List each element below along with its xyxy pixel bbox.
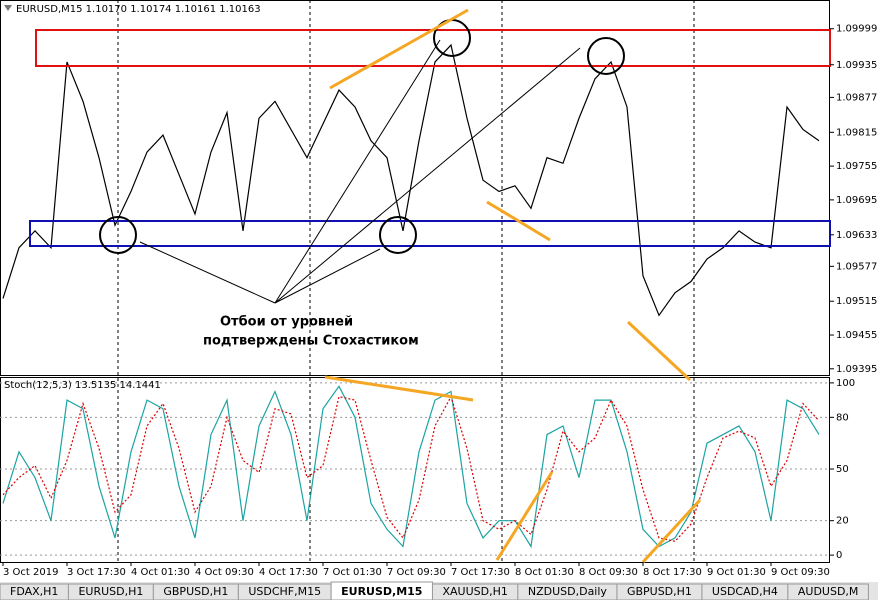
tab[interactable]: GBPUSD,H1 — [616, 583, 703, 600]
tab[interactable]: FDAX,H1 — [0, 583, 69, 600]
series-line — [2, 385, 820, 549]
y-tick-label: 20 — [836, 516, 849, 527]
x-tick-label: 8 Oct 01:30 — [515, 567, 574, 578]
pointer-line[interactable] — [274, 39, 441, 304]
price-panel — [0, 0, 830, 376]
y-tick-label: 50 — [836, 464, 849, 475]
x-tick-label: 4 Oct 09:30 — [195, 567, 254, 578]
annotation: подтверждены Стохастиком — [203, 334, 419, 349]
x-tick-label: 8 Oct 09:30 — [579, 567, 638, 578]
tab-label: USDCAD,H4 — [712, 585, 778, 598]
trend-line[interactable] — [329, 8, 469, 90]
pointer-line[interactable] — [139, 241, 276, 304]
stoch-panel — [0, 377, 830, 563]
annotation: Отбои от уровней — [220, 315, 353, 330]
y-tick-label: 80 — [836, 412, 849, 423]
tab[interactable]: NZDUSD,Daily — [517, 583, 618, 600]
tab[interactable]: AUDUSD,M — [787, 583, 869, 600]
support-zone[interactable] — [29, 220, 831, 247]
pointer-line[interactable] — [274, 248, 381, 304]
x-tick-label: 8 Oct 17:30 — [643, 567, 702, 578]
pointer-line[interactable] — [274, 47, 581, 304]
x-tick-label: 9 Oct 09:30 — [771, 567, 830, 578]
y-tick-label: 100 — [836, 378, 855, 389]
tab-label: GBPUSD,H1 — [163, 585, 228, 598]
trend-line[interactable] — [626, 320, 692, 382]
trend-line[interactable] — [641, 498, 702, 564]
x-tick-label: 9 Oct 01:30 — [707, 567, 766, 578]
y-tick-label: 1.09935 — [836, 60, 877, 71]
x-tick-label: 3 Oct 2019 — [3, 567, 58, 578]
pointer-lines — [139, 39, 581, 304]
plot-layer — [0, 43, 830, 556]
tab-label: FDAX,H1 — [10, 585, 58, 598]
trend-line[interactable] — [324, 375, 474, 402]
y-tick-label: 1.09515 — [836, 296, 877, 307]
x-tick-label: 4 Oct 01:30 — [131, 567, 190, 578]
trend-lines — [324, 8, 702, 564]
x-tick-label: 7 Oct 09:30 — [387, 567, 446, 578]
symbol-icon — [4, 5, 12, 11]
tab[interactable]: USDCAD,H4 — [701, 583, 789, 600]
tab-background — [787, 583, 869, 600]
tab[interactable]: EURUSD,H1 — [67, 583, 154, 600]
tab-label: USDCHF,M15 — [248, 585, 321, 598]
chart-title: EURUSD,M15 1.10170 1.10174 1.10161 1.101… — [16, 4, 261, 15]
x-tick-label: 7 Oct 17:30 — [451, 567, 510, 578]
trend-line[interactable] — [486, 200, 551, 242]
x-tick-label: 7 Oct 01:30 — [323, 567, 382, 578]
tabs: FDAX,H1 EURUSD,H1 GBPUSD,H1 USDCHF,M15 EURUS… — [0, 581, 869, 600]
y-tick-label: 1.09815 — [836, 127, 877, 138]
y-tick-label: 1.09695 — [836, 195, 877, 206]
tab-label: GBPUSD,H1 — [627, 585, 692, 598]
y-tick-label: 1.09999 — [836, 24, 877, 35]
tab-label: NZDUSD,Daily — [528, 585, 608, 598]
tab-label: EURUSD,H1 — [78, 585, 143, 598]
y-tick-label: 1.09755 — [836, 161, 877, 172]
tab[interactable]: USDCHF,M15 — [237, 583, 332, 600]
period-separators — [117, 0, 695, 562]
circle[interactable] — [379, 216, 417, 254]
x-tick-label: 4 Oct 17:30 — [259, 567, 318, 578]
series-line — [2, 395, 820, 542]
y-tick-label: 1.09455 — [836, 330, 877, 341]
circle[interactable] — [587, 37, 625, 75]
y-tick-label: 1.09877 — [836, 92, 877, 103]
tab-label: XAUUSD,H1 — [442, 585, 507, 598]
series-line — [2, 43, 820, 317]
trend-line[interactable] — [495, 471, 554, 561]
tab[interactable]: EURUSD,M15 — [330, 581, 433, 600]
tab-label: AUDUSD,M — [798, 585, 859, 598]
y-tick-label: 1.09633 — [836, 230, 877, 241]
y-tick-label: 0 — [836, 550, 842, 561]
tab-label: EURUSD,M15 — [341, 585, 422, 598]
circle[interactable] — [99, 216, 137, 254]
y-tick-label: 1.09395 — [836, 364, 877, 375]
y-tick-label: 1.09577 — [836, 261, 877, 272]
x-tick-label: 3 Oct 17:30 — [67, 567, 126, 578]
tab[interactable]: GBPUSD,H1 — [152, 583, 239, 600]
indicator-title: Stoch(12,5,3) 13.5135 14.1441 — [4, 380, 161, 391]
tab[interactable]: XAUUSD,H1 — [431, 583, 519, 600]
